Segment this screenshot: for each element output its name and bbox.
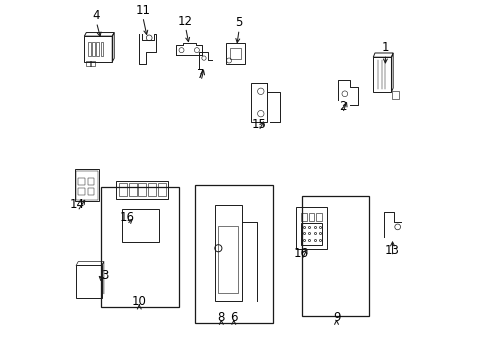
Bar: [76, 265, 102, 298]
Text: 2: 2: [338, 100, 346, 113]
Bar: [96, 42, 99, 56]
Bar: [84, 36, 112, 62]
Text: 16: 16: [293, 247, 308, 260]
Bar: [148, 183, 156, 196]
Bar: [128, 183, 136, 196]
Bar: [214, 205, 242, 301]
Bar: [88, 42, 90, 56]
Bar: [87, 188, 94, 195]
Text: 15: 15: [251, 118, 265, 131]
Bar: [301, 213, 306, 221]
Bar: [250, 82, 266, 122]
Bar: [218, 226, 238, 293]
Bar: [87, 177, 94, 185]
Text: 16: 16: [119, 211, 134, 225]
Text: 14: 14: [70, 198, 85, 211]
Text: 1: 1: [381, 41, 388, 54]
Bar: [78, 177, 85, 185]
Bar: [92, 42, 95, 56]
Text: 7: 7: [197, 68, 204, 81]
Text: 5: 5: [235, 16, 243, 30]
Bar: [75, 169, 99, 201]
Bar: [301, 196, 368, 316]
Bar: [372, 57, 391, 92]
Bar: [86, 61, 91, 66]
Bar: [229, 48, 241, 59]
Bar: [101, 187, 179, 307]
Bar: [78, 188, 85, 195]
Bar: [122, 210, 159, 242]
Text: 8: 8: [217, 311, 224, 324]
Text: 10: 10: [132, 295, 146, 308]
Bar: [138, 183, 146, 196]
Bar: [315, 213, 321, 221]
Bar: [119, 183, 127, 196]
Bar: [296, 207, 326, 249]
Bar: [158, 183, 165, 196]
Bar: [301, 223, 322, 245]
Bar: [194, 185, 272, 323]
Text: 12: 12: [178, 14, 193, 28]
Text: 6: 6: [229, 311, 237, 324]
Text: 3: 3: [101, 269, 108, 282]
Text: 13: 13: [385, 244, 399, 257]
Bar: [226, 43, 244, 64]
Bar: [116, 181, 167, 199]
Text: 9: 9: [332, 311, 340, 324]
Bar: [308, 213, 313, 221]
Bar: [101, 42, 102, 56]
Bar: [391, 91, 399, 99]
Text: 4: 4: [93, 9, 100, 22]
Bar: [90, 61, 95, 66]
Bar: [76, 171, 97, 200]
Text: 11: 11: [135, 4, 150, 17]
